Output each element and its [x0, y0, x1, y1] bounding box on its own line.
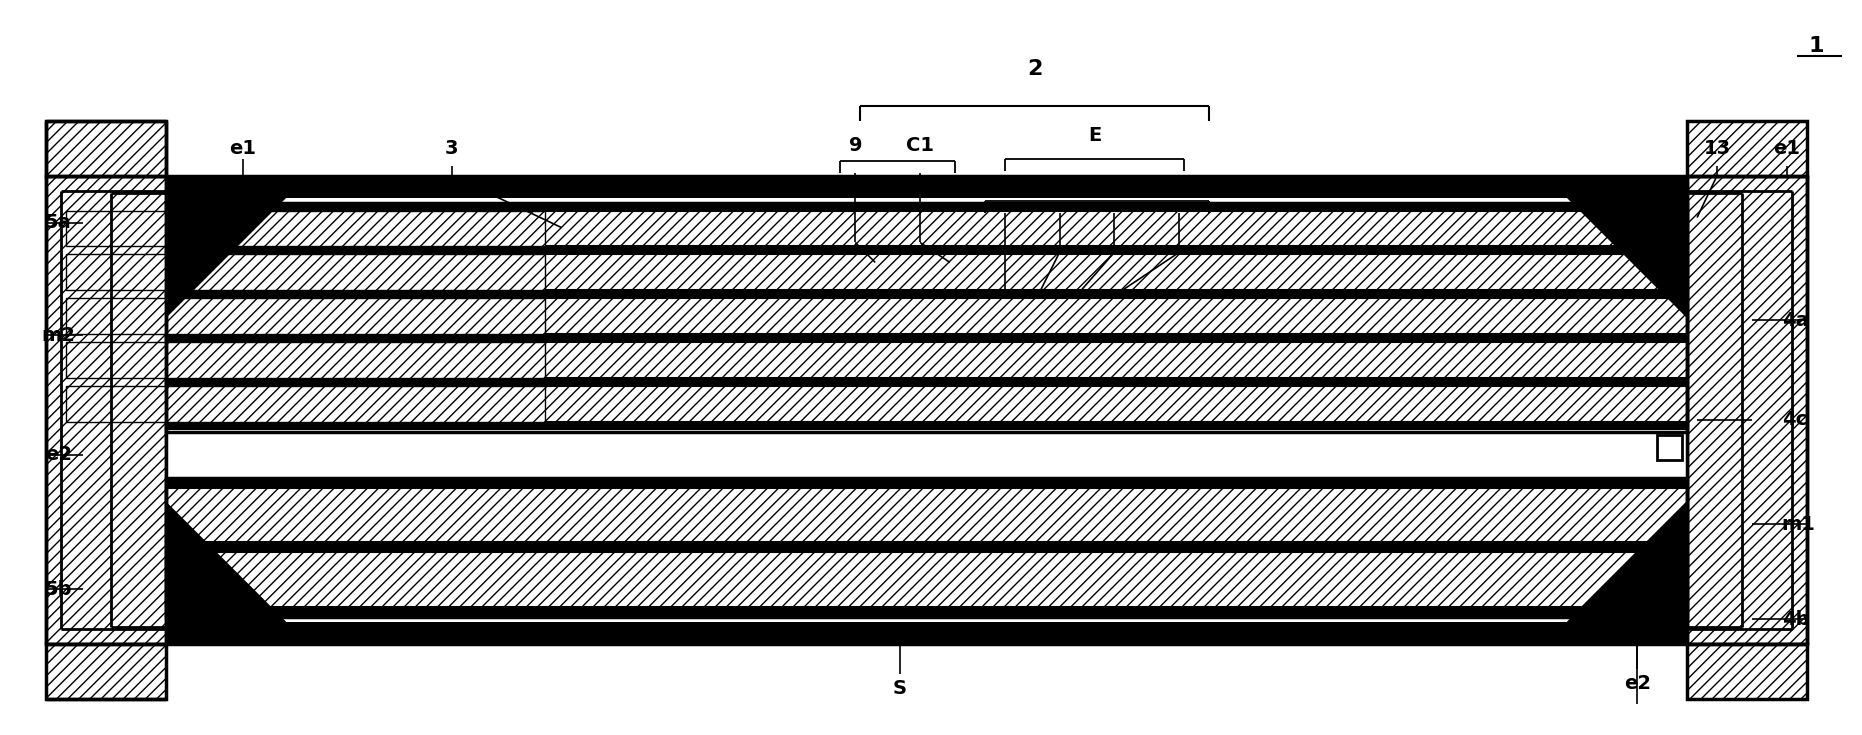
Bar — [166, 487, 1687, 542]
Text: 4c: 4c — [1782, 410, 1806, 429]
Bar — [166, 478, 1687, 487]
Text: m2: m2 — [41, 326, 74, 345]
Bar — [1687, 176, 1806, 644]
Polygon shape — [1568, 503, 1687, 622]
Text: 5a: 5a — [45, 213, 71, 232]
Bar — [166, 203, 1687, 431]
Text: e2: e2 — [45, 445, 73, 465]
Text: 2: 2 — [1028, 59, 1043, 79]
Text: 4a: 4a — [1782, 311, 1808, 330]
Bar — [1687, 121, 1806, 176]
Text: 5b: 5b — [45, 580, 73, 599]
Polygon shape — [166, 198, 285, 318]
Bar — [166, 386, 1687, 422]
Bar — [67, 211, 546, 246]
Text: e1: e1 — [1773, 140, 1801, 158]
Bar — [166, 622, 1687, 644]
Text: C2: C2 — [1166, 176, 1194, 196]
Bar — [1687, 644, 1806, 699]
Text: m1: m1 — [1782, 515, 1815, 534]
Text: S: S — [894, 679, 907, 698]
Bar — [166, 342, 1687, 378]
Text: 3: 3 — [445, 140, 458, 158]
Bar — [166, 176, 1687, 198]
Bar — [67, 298, 546, 334]
Bar — [166, 203, 1687, 211]
Bar — [166, 246, 1687, 254]
Polygon shape — [1568, 198, 1687, 318]
Bar — [166, 478, 1687, 617]
Text: 7: 7 — [1052, 176, 1067, 196]
Bar — [47, 121, 166, 176]
Text: 9: 9 — [849, 136, 862, 155]
Text: 4b: 4b — [1782, 609, 1810, 628]
Bar — [166, 552, 1687, 607]
Bar — [67, 386, 546, 422]
Bar — [166, 607, 1687, 617]
Bar — [166, 290, 1687, 298]
Bar — [47, 176, 166, 644]
Text: e2: e2 — [1624, 674, 1652, 693]
Bar — [166, 542, 1687, 552]
Bar — [166, 254, 1687, 290]
Bar — [166, 334, 1687, 342]
Bar — [166, 431, 1687, 478]
Text: 1: 1 — [1808, 36, 1825, 56]
Bar — [166, 422, 1687, 430]
Text: C1: C1 — [907, 136, 935, 155]
Text: e1: e1 — [229, 140, 257, 158]
Bar — [166, 298, 1687, 334]
Bar — [166, 211, 1687, 246]
Bar — [166, 378, 1687, 386]
Text: 13: 13 — [1704, 140, 1730, 158]
Text: 6: 6 — [998, 176, 1011, 196]
Text: 8: 8 — [1108, 176, 1121, 196]
Bar — [1657, 434, 1681, 459]
Polygon shape — [166, 503, 285, 622]
Bar — [166, 198, 1687, 622]
Text: E: E — [1087, 126, 1100, 146]
Bar — [67, 342, 546, 378]
Bar — [47, 644, 166, 699]
Bar — [67, 254, 546, 290]
